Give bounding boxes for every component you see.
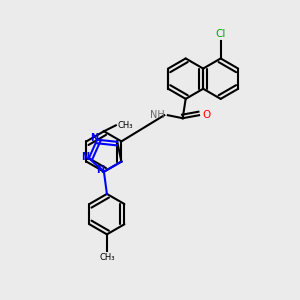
Text: Cl: Cl: [215, 29, 226, 39]
Text: N: N: [82, 152, 90, 162]
Text: O: O: [202, 110, 211, 120]
Text: NH: NH: [149, 110, 164, 120]
Text: N: N: [90, 133, 98, 143]
Text: CH₃: CH₃: [117, 121, 133, 130]
Text: N: N: [97, 165, 105, 175]
Text: CH₃: CH₃: [99, 254, 115, 262]
